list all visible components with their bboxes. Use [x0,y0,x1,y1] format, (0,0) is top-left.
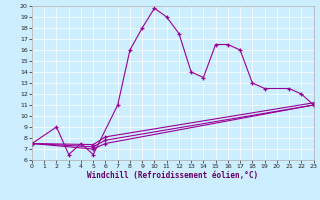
X-axis label: Windchill (Refroidissement éolien,°C): Windchill (Refroidissement éolien,°C) [87,171,258,180]
